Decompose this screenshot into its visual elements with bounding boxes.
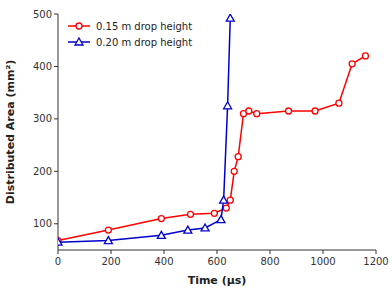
x-tick [58,250,59,254]
series-marker [184,226,192,233]
x-tick [323,250,324,254]
chart: 0 200 400 600 800 1000 1200 100 200 300 400 500 Time… [0,0,392,292]
series-marker [158,216,164,222]
y-axis-label: Distributed Area (mm²) [4,60,17,204]
x-tick-label: 1200 [363,256,388,267]
series-marker [246,108,252,114]
y-tick-label: 400 [33,61,52,72]
y-axis-line [58,14,59,250]
series-marker [254,111,260,117]
x-tick [164,250,165,254]
x-tick-label: 800 [260,256,279,267]
series [58,14,234,245]
y-tick-label: 500 [33,9,52,20]
x-tick-label: 1000 [310,256,335,267]
series-marker [227,197,233,203]
series-marker [362,53,368,59]
series-line [58,18,230,242]
x-tick-label: 400 [154,256,173,267]
legend-label: 0.15 m drop height [96,21,192,32]
x-tick [376,250,377,254]
legend-marker [76,23,82,29]
series-marker [157,231,165,238]
series-marker [105,227,111,233]
y-tick [54,171,58,172]
series-marker [286,108,292,114]
series-marker [201,224,209,231]
x-tick-label: 200 [101,256,120,267]
series-marker [220,196,228,203]
x-tick [217,250,218,254]
series-marker [224,102,232,109]
y-tick-label: 100 [33,218,52,229]
x-tick-label: 0 [55,256,61,267]
series-marker [312,108,318,114]
y-tick [54,118,58,119]
series-marker [336,100,342,106]
legend-marker [75,38,83,45]
y-tick-label: 300 [33,113,52,124]
series-marker [188,211,194,217]
series-marker [104,237,112,244]
x-axis-label: Time (μs) [188,274,247,287]
series [58,53,368,244]
legend: 0.15 m drop height 0.20 m drop height [68,21,192,48]
series-line [58,56,365,241]
x-tick [111,250,112,254]
series-marker [226,14,234,21]
series-marker [217,216,225,223]
series-marker [231,168,237,174]
axes: 0 200 400 600 800 1000 1200 100 200 300 400 500 [33,9,389,268]
y-tick-label: 200 [33,166,52,177]
series-marker [235,154,241,160]
series-marker [349,61,355,67]
legend-label: 0.20 m drop height [96,37,192,48]
y-tick [54,223,58,224]
x-tick [270,250,271,254]
y-tick [54,66,58,67]
y-tick [54,14,58,15]
series-marker [223,205,229,211]
plot-area [58,14,368,245]
series-marker [211,210,217,216]
x-tick-label: 600 [207,256,226,267]
series-marker [58,238,62,245]
